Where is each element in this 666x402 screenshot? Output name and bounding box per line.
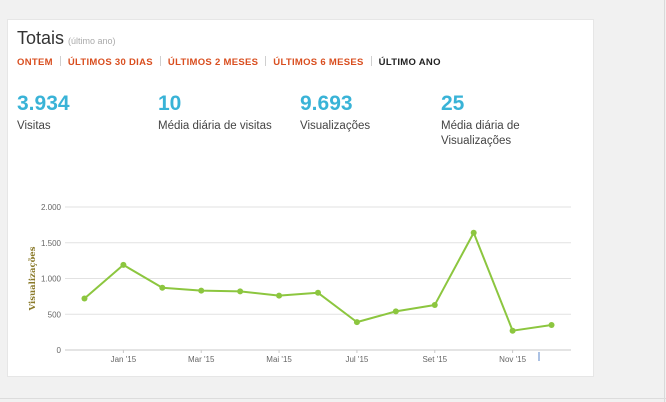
card-header: Totais (último ano) <box>17 28 116 49</box>
tab-ontem[interactable]: ONTEM <box>17 57 53 68</box>
tab-ultimos-30-dias[interactable]: ÚLTIMOS 30 DIAS <box>67 57 153 68</box>
data-point <box>81 295 88 302</box>
data-point <box>509 327 516 334</box>
stat-media-visitas: 10 Média diária de visitas <box>158 91 298 134</box>
stat-value: 25 <box>441 92 465 115</box>
data-point <box>548 321 555 328</box>
tab-ultimos-6-meses[interactable]: ÚLTIMOS 6 MESES <box>273 57 364 68</box>
x-tick-label: Jan '15 <box>111 355 137 364</box>
x-tick-label: Nov '15 <box>499 355 526 364</box>
card-title: Totais <box>17 28 65 48</box>
y-axis-label: Visualizações <box>27 246 38 311</box>
stat-label: Média diária de visitas <box>158 120 272 132</box>
stat-media-visualizacoes: 25 Média diária de Visualizações <box>441 91 551 149</box>
y-tick-label: 500 <box>48 310 62 319</box>
data-point <box>159 284 166 291</box>
y-tick-label: 0 <box>57 346 62 355</box>
x-tick-label: Mai '15 <box>266 355 292 364</box>
data-point <box>315 289 321 296</box>
period-tabs: ONTEM ÚLTIMOS 30 DIAS ÚLTIMOS 2 MESES ÚLTIM… <box>17 56 441 68</box>
series-line <box>83 231 552 332</box>
tab-separator <box>265 56 267 66</box>
stat-value: 3.934 <box>17 92 70 115</box>
tab-separator <box>59 56 61 66</box>
card-subtitle: (último ano) <box>68 36 116 46</box>
x-tick-label: Mar '15 <box>188 355 215 364</box>
data-point <box>237 288 244 295</box>
stat-value: 9.693 <box>300 92 353 115</box>
y-tick-label: 1.500 <box>41 239 62 248</box>
data-point <box>353 319 360 326</box>
data-point <box>120 261 127 268</box>
visualizacoes-line-chart: 0 500 1.000 1.500 2.000 Jan '15 Mar '15 Mai '15… <box>27 203 571 364</box>
y-tick-label: 2.000 <box>41 203 62 212</box>
stat-value: 10 <box>158 92 182 115</box>
data-point <box>392 308 399 315</box>
x-tick-label: Jul '15 <box>345 355 368 364</box>
stat-visualizacoes: 9.693 Visualizações <box>300 91 440 134</box>
tab-separator <box>370 56 372 66</box>
page-edge-divider <box>664 0 665 402</box>
stat-label: Visitas <box>17 120 51 132</box>
tab-separator <box>159 56 161 66</box>
tab-ultimo-ano[interactable]: ÚLTIMO ANO <box>378 57 441 68</box>
data-point <box>470 229 477 236</box>
page-bottom-divider <box>0 398 666 399</box>
x-tick-label: Set '15 <box>422 355 447 364</box>
stat-label: Visualizações <box>300 120 371 132</box>
stat-visitas: 3.934 Visitas <box>17 91 157 134</box>
tab-ultimos-2-meses[interactable]: ÚLTIMOS 2 MESES <box>167 57 259 68</box>
totals-card: Totais (último ano) ONTEM ÚLTIMOS 30 DIAS Ú… <box>7 19 594 377</box>
data-point <box>431 301 438 308</box>
y-tick-label: 1.000 <box>41 275 62 284</box>
data-point <box>276 292 283 299</box>
data-point <box>198 287 205 294</box>
stat-label: Média diária de Visualizações <box>441 120 520 147</box>
